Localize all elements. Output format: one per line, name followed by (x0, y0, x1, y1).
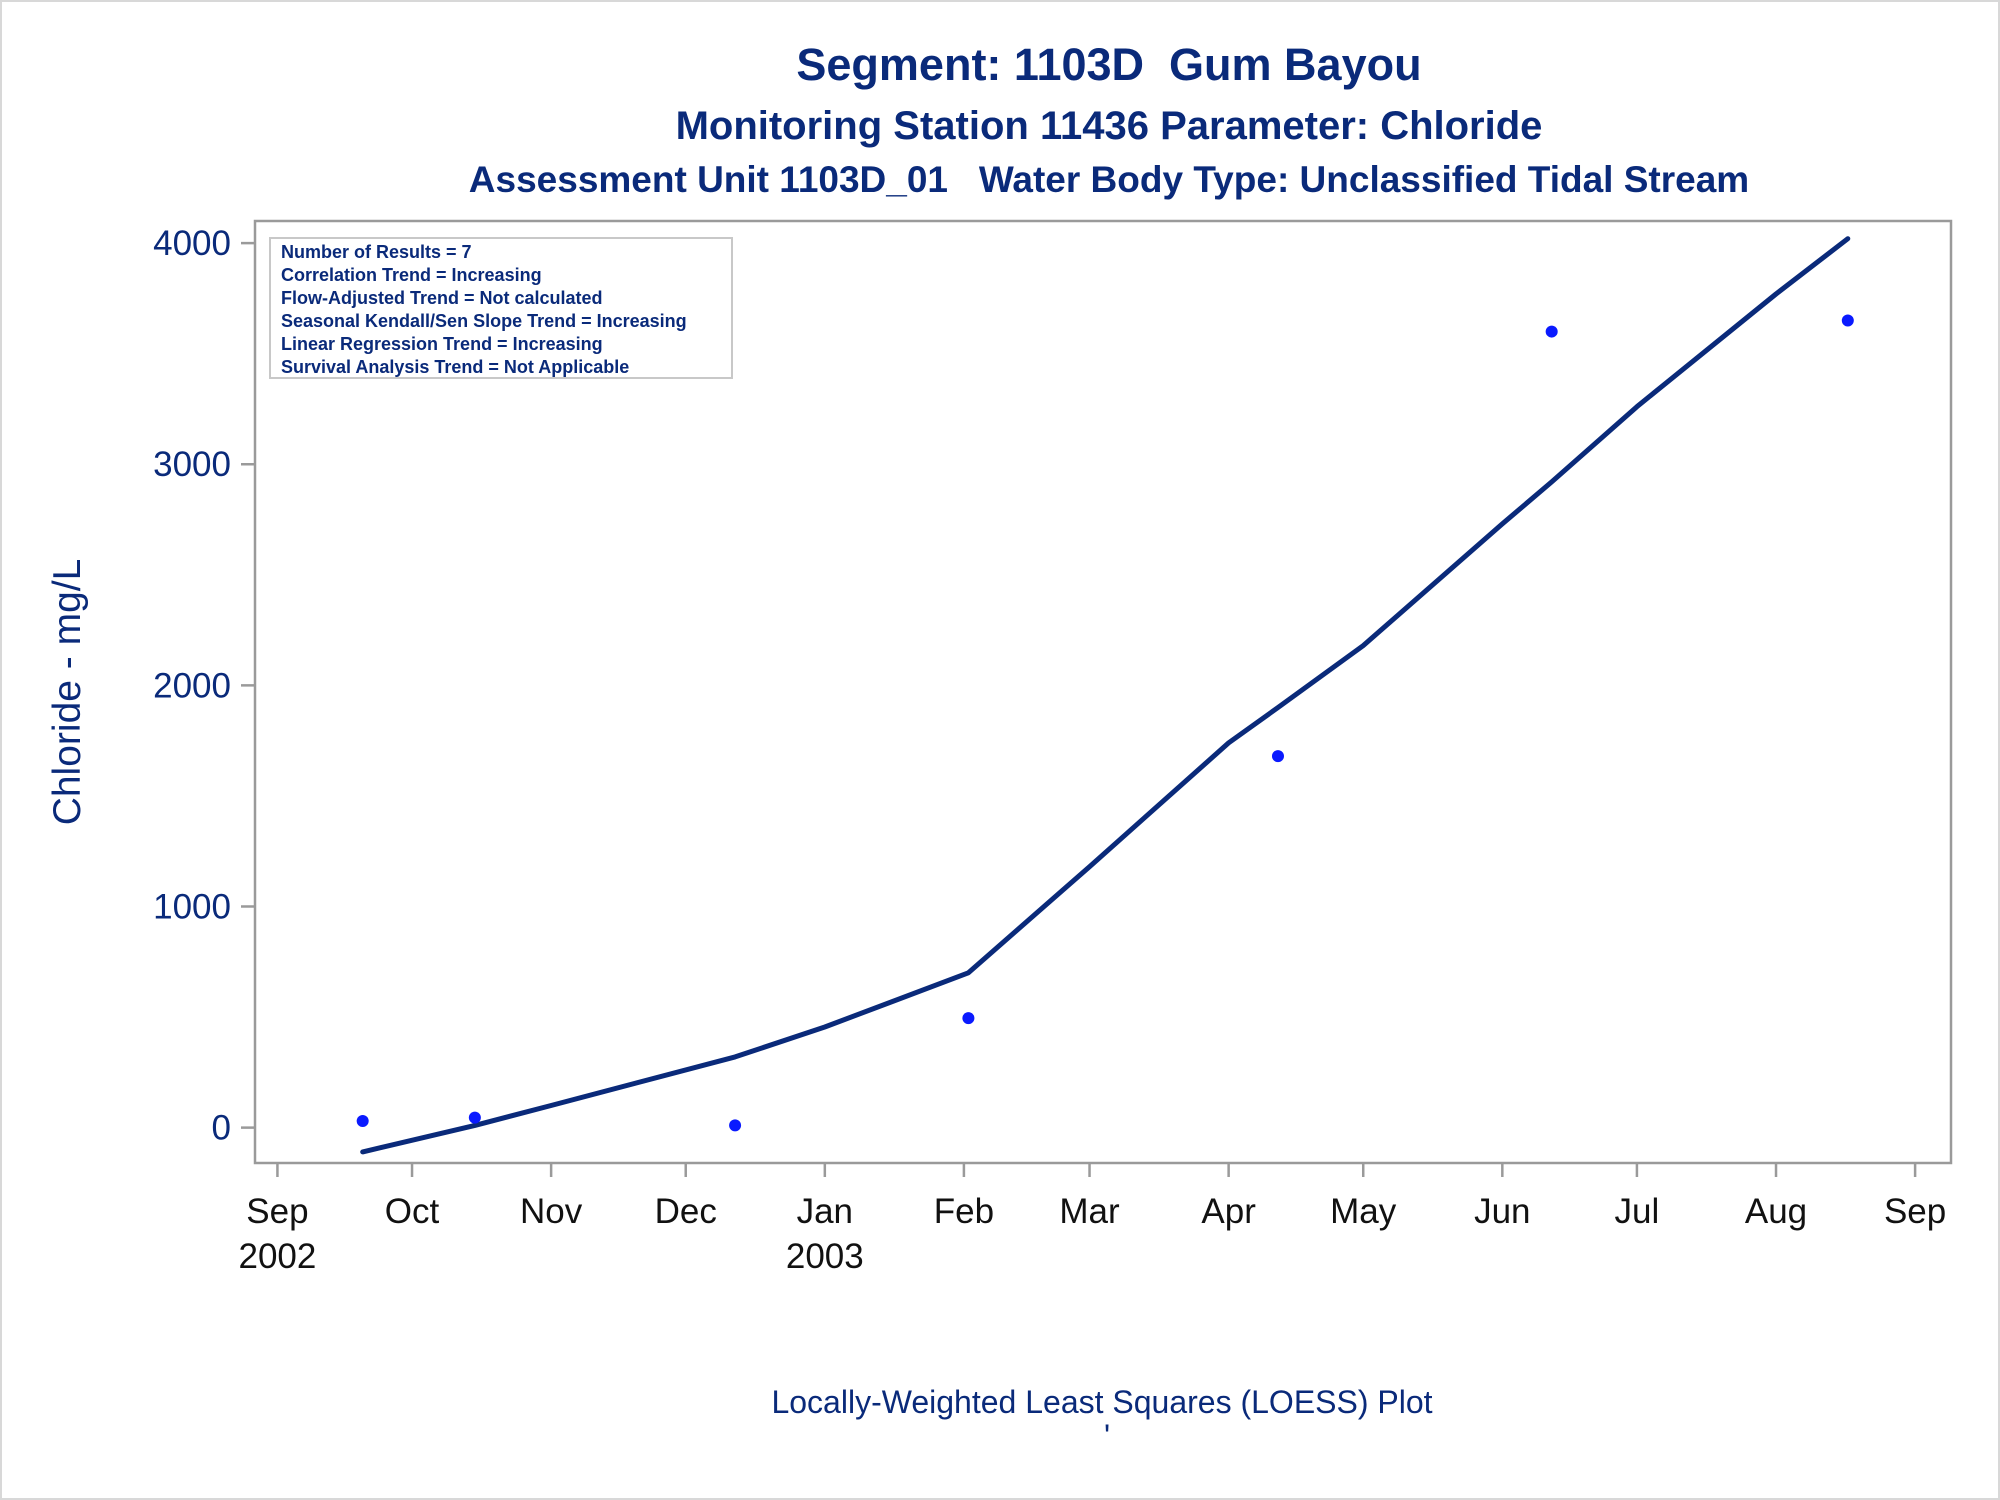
data-point (1271, 750, 1284, 763)
trend-summary-line: Seasonal Kendall/Sen Slope Trend = Incre… (281, 311, 687, 331)
trend-summary-line: Correlation Trend = Increasing (281, 265, 542, 285)
x-tick-label: Jul (1615, 1192, 1660, 1231)
trend-summary-line: Flow-Adjusted Trend = Not calculated (281, 288, 603, 308)
x-tick-label: Jan (797, 1192, 853, 1231)
x-tick-label: Aug (1745, 1192, 1807, 1231)
y-tick-label: 4000 (153, 224, 231, 263)
x-tick-label: Mar (1059, 1192, 1120, 1231)
x-tick-label: Feb (934, 1192, 994, 1231)
x-tick-year-label: 2003 (786, 1237, 864, 1276)
trend-summary-line: Number of Results = 7 (281, 242, 472, 262)
trend-summary-frame (269, 237, 733, 379)
data-point (356, 1114, 369, 1127)
y-tick-label: 1000 (153, 887, 231, 926)
data-point (1841, 314, 1854, 327)
chart-title: Segment: 1103D Gum Bayou (796, 39, 1421, 90)
x-tick-label: Dec (655, 1192, 717, 1231)
plot-frame (253, 219, 1953, 1165)
y-axis: 0 1000 2000 3000 4000 (153, 224, 255, 1148)
data-point (1545, 325, 1558, 338)
x-tick-label: Sep (1884, 1192, 1946, 1231)
trend-summary-line: Linear Regression Trend = Increasing (281, 334, 603, 354)
x-tick-label: Apr (1201, 1192, 1256, 1231)
data-point (468, 1111, 481, 1124)
y-tick-label: 0 (212, 1109, 231, 1148)
footnote-mark: ' (1104, 1418, 1110, 1454)
loess-line (360, 236, 1851, 1155)
chart-subtitle-2: Assessment Unit 1103D_01 Water Body Type… (469, 159, 1749, 200)
x-axis: Sep 2002 Oct Nov Dec Jan 2003 Feb Mar Apr May Jun Ju… (238, 1163, 1946, 1276)
data-series (356, 236, 1854, 1155)
data-point (962, 1012, 975, 1025)
x-tick-label: Sep (246, 1192, 308, 1231)
data-point (729, 1119, 742, 1132)
x-tick-label: May (1330, 1192, 1397, 1231)
x-tick-label: Oct (385, 1192, 440, 1231)
y-tick-label: 3000 (153, 445, 231, 484)
x-tick-label: Nov (520, 1192, 583, 1231)
trend-summary-box: Number of Results = 7 Correlation Trend =… (269, 237, 733, 379)
y-tick-label: 2000 (153, 666, 231, 705)
y-axis-label: Chloride - mg/L (46, 559, 89, 826)
chart-subtitle: Monitoring Station 11436 Parameter: Chlo… (676, 104, 1543, 148)
x-tick-year-label: 2002 (238, 1237, 316, 1276)
chart-footnote: Locally-Weighted Least Squares (LOESS) P… (771, 1384, 1432, 1420)
trend-summary-line: Survival Analysis Trend = Not Applicable (281, 357, 629, 377)
x-tick-label: Jun (1474, 1192, 1530, 1231)
